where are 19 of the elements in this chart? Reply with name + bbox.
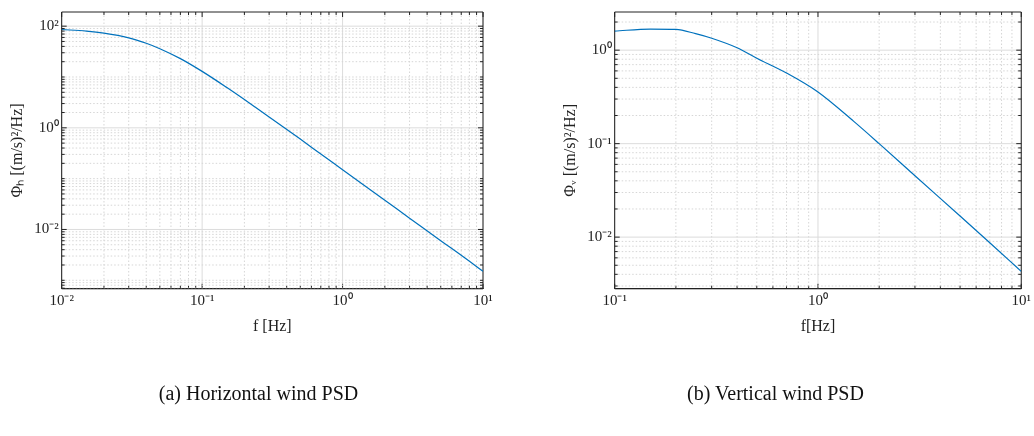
- y-tick-label: 10⁻²: [587, 228, 613, 245]
- x-tick-label: 10⁻²: [49, 291, 75, 308]
- x-axis-title: f [Hz]: [253, 316, 292, 334]
- y-tick-label: 10²: [39, 17, 60, 34]
- x-tick-label: 10⁻¹: [189, 291, 215, 308]
- x-tick-label: 10¹: [1011, 291, 1031, 308]
- x-axis-title: f[Hz]: [800, 316, 836, 334]
- y-tick-label: 10⁰: [38, 118, 59, 135]
- x-tick-label: 10⁰: [332, 291, 353, 308]
- y-tick-label: 10⁻¹: [587, 134, 612, 151]
- y-axis-title: Φₕ [(m/s)²/Hz]: [7, 103, 26, 198]
- text: (a) Horizontal wind PSD: [157, 382, 360, 405]
- y-tick-label: 10⁻²: [34, 220, 60, 237]
- x-tick-label: 10⁰: [807, 291, 828, 308]
- y-tick-label: 10⁰: [591, 41, 612, 58]
- text: (b) Vertical wind PSD: [686, 382, 865, 405]
- y-axis-title: Φᵥ [(m/s)²/Hz]: [560, 104, 579, 197]
- x-tick-label: 10⁻¹: [602, 291, 627, 308]
- x-tick-label: 10¹: [473, 291, 493, 308]
